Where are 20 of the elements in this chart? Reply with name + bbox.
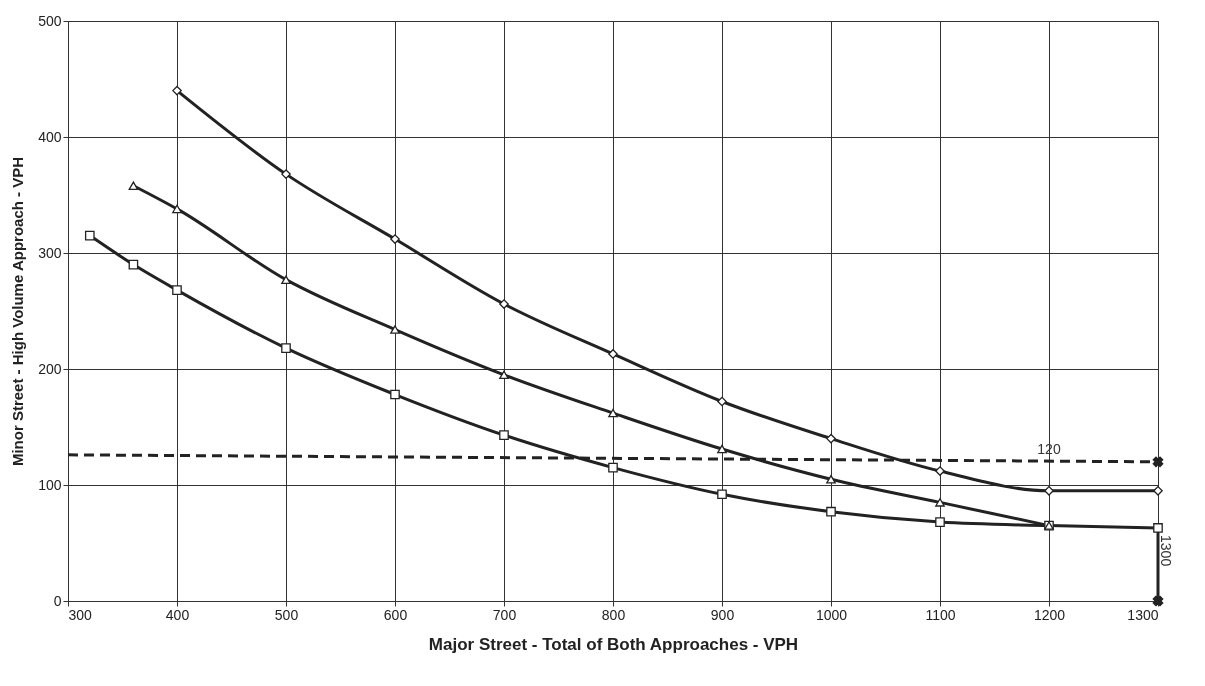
- annotation: 1300: [1158, 535, 1174, 567]
- x-tick-label: 500: [274, 606, 299, 623]
- y-tick-label: 300: [38, 244, 62, 261]
- y-tick-label: 100: [38, 476, 62, 493]
- x-tick-label: 900: [710, 606, 735, 623]
- x-tick-label: 1100: [925, 606, 956, 623]
- x-tick-label: 800: [601, 606, 626, 623]
- y-tick-label: 200: [38, 360, 62, 377]
- x-tick-label: 600: [383, 606, 408, 623]
- y-tick-label: 0: [53, 592, 62, 609]
- x-tick-label: 700: [492, 606, 517, 623]
- y-axis-title: Minor Street - High Volume Approach - VPH: [9, 156, 27, 467]
- y-tick-label: 500: [38, 12, 62, 29]
- x-tick-label: 300: [68, 606, 93, 623]
- x-axis-title: Major Street - Total of Both Approaches - VPH: [428, 634, 799, 654]
- y-tick-label: 400: [38, 128, 62, 145]
- x-tick-label: 1000: [815, 606, 848, 623]
- x-tick-label: 1200: [1033, 606, 1066, 623]
- x-tick-label: 400: [165, 606, 190, 623]
- x-tick-label: 1300: [1127, 606, 1159, 623]
